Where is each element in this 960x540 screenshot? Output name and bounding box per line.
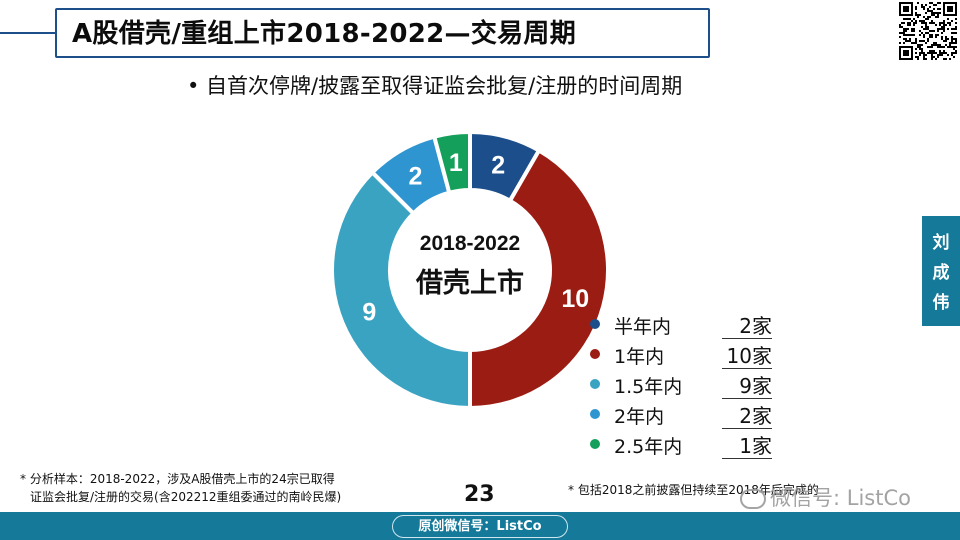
- page-number: 23: [464, 482, 495, 507]
- legend-count: 9家: [739, 374, 772, 398]
- legend-count: 10家: [726, 344, 772, 368]
- donut-slice-3: [330, 169, 472, 411]
- page-title: A股借壳/重组上市2018-2022—交易周期: [72, 19, 577, 49]
- legend-underline: [722, 338, 772, 339]
- slice-data-label: 2: [491, 152, 505, 180]
- author-badge-char: 成: [932, 263, 950, 283]
- donut-slice-2: [468, 147, 610, 411]
- footer-label: 原创微信号：ListCo: [392, 515, 568, 538]
- legend-count: 2家: [739, 314, 772, 338]
- slice-data-label: 2: [409, 163, 423, 191]
- slice-data-label: 10: [561, 285, 589, 313]
- legend-underline: [722, 458, 772, 459]
- footer-bar: [0, 512, 960, 540]
- donut-chart: 2 10 9 2 1 2018-2022 借壳上市: [330, 129, 610, 411]
- legend-swatch: [590, 379, 600, 389]
- footnote-sample-line1: * 分析样本：2018-2022，涉及A股借壳上市的24宗已取得: [20, 472, 335, 486]
- slice-data-label: 1: [449, 149, 463, 177]
- legend-underline: [722, 368, 772, 369]
- slice-data-label: 9: [362, 299, 376, 327]
- legend-label: 半年内: [614, 316, 672, 338]
- donut-center-label-text: 借壳上市: [415, 267, 524, 299]
- legend-item: 半年内 2家: [590, 310, 790, 339]
- legend-swatch: [590, 319, 600, 329]
- legend-item: 1.5年内 9家: [590, 370, 790, 399]
- legend-label: 1年内: [614, 346, 665, 368]
- legend-count: 2家: [739, 404, 772, 428]
- legend-label: 2.5年内: [614, 436, 683, 458]
- chart-subtitle: • 自首次停牌/披露至取得证监会批复/注册的时间周期: [187, 74, 683, 98]
- legend-underline: [722, 428, 772, 429]
- legend-swatch: [590, 409, 600, 419]
- wechat-watermark: 微信号: ListCo: [740, 482, 911, 512]
- author-badge: 刘成伟: [922, 216, 960, 326]
- legend-count: 1家: [739, 434, 772, 458]
- footnote-sample: * 分析样本：2018-2022，涉及A股借壳上市的24宗已取得 证监会批复/注…: [20, 470, 341, 506]
- donut-center-label-year: 2018-2022: [420, 232, 520, 255]
- title-frame: [55, 8, 710, 58]
- footnote-sample-line2: 证监会批复/注册的交易(含202212重组委通过的南岭民爆): [30, 490, 342, 504]
- legend-item: 1年内 10家: [590, 340, 790, 369]
- legend-underline: [722, 398, 772, 399]
- legend-label: 2年内: [614, 406, 665, 428]
- author-badge-char: 伟: [932, 293, 950, 313]
- donut-slice-5: [431, 129, 472, 196]
- legend-item: 2年内 2家: [590, 400, 790, 429]
- legend-label: 1.5年内: [614, 376, 683, 398]
- legend-item: 2.5年内 1家: [590, 430, 790, 459]
- wechat-icon: [740, 489, 766, 509]
- legend-swatch: [590, 439, 600, 449]
- author-badge-char: 刘: [932, 233, 950, 253]
- title-accent-line: [0, 32, 55, 34]
- qr-code-icon: [899, 2, 957, 60]
- legend-swatch: [590, 349, 600, 359]
- watermark-text: 微信号: ListCo: [770, 486, 911, 510]
